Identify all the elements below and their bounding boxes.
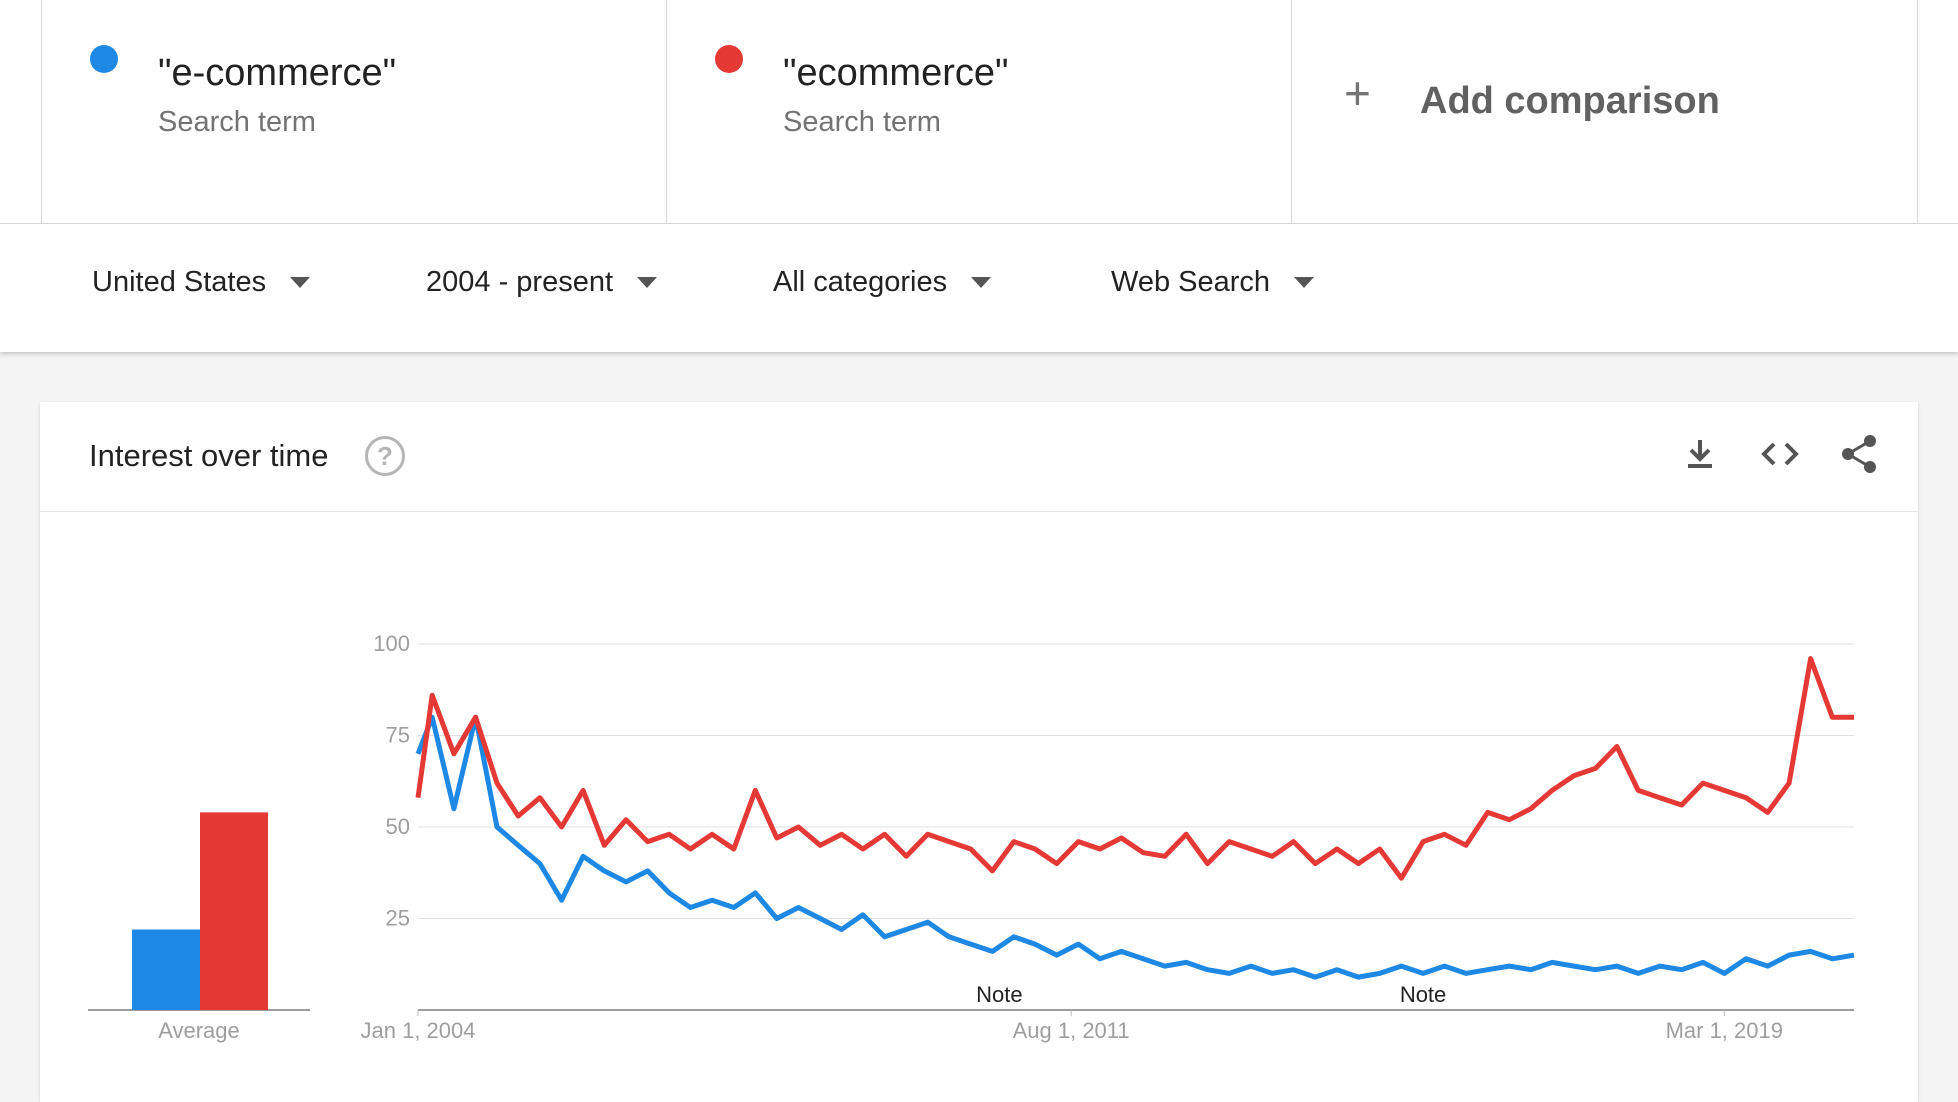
y-tick-label: 100	[373, 631, 410, 656]
chart-note-label: Note	[976, 982, 1022, 1007]
search-type-dropdown-label: Web Search	[1111, 266, 1271, 298]
series-line-ecommerce	[415, 656, 1854, 881]
time-range-dropdown-label: 2004 - present	[426, 266, 614, 298]
search-term-card-e-commerce[interactable]: "e-commerce" Search term	[41, 0, 666, 224]
card-title: Interest over time	[89, 438, 329, 473]
y-tick-label: 75	[386, 723, 410, 748]
share-icon[interactable]	[1838, 432, 1882, 476]
average-label: Average	[158, 1018, 240, 1043]
help-icon[interactable]: ?	[365, 436, 405, 476]
region-dropdown[interactable]: United States	[92, 266, 311, 299]
series-line-e-commerce	[415, 714, 1855, 980]
chart-note-label: Note	[1400, 982, 1446, 1007]
series-color-dot	[90, 45, 118, 73]
interest-chart: 25 50 75 100 Jan 1, 2004 Aug 1, 2011 Mar 1, 20…	[88, 631, 1855, 1043]
add-comparison-label: Add comparison	[1420, 80, 1720, 122]
search-term-name[interactable]: "ecommerce"	[783, 52, 1009, 94]
filter-bar: United States 2004 - present All categor…	[0, 224, 1958, 352]
x-tick-label: Jan 1, 2004	[361, 1018, 476, 1043]
average-bar-e-commerce	[132, 929, 200, 1010]
caret-down-icon	[290, 277, 311, 288]
series-color-dot	[715, 45, 743, 73]
search-term-label: Search term	[783, 106, 941, 138]
download-icon[interactable]	[1678, 432, 1722, 476]
average-bar-ecommerce	[200, 812, 268, 1010]
x-tick-label: Aug 1, 2011	[1013, 1018, 1130, 1043]
caret-down-icon	[971, 277, 992, 288]
search-term-label: Search term	[158, 106, 316, 138]
search-term-card-ecommerce[interactable]: "ecommerce" Search term	[666, 0, 1291, 224]
x-tick-label: Mar 1, 2019	[1666, 1018, 1783, 1043]
embed-code-icon[interactable]	[1758, 432, 1802, 476]
comparison-bar: "e-commerce" Search term "ecommerce" Sea…	[0, 0, 1958, 224]
search-type-dropdown[interactable]: Web Search	[1111, 266, 1315, 299]
y-tick-label: 50	[386, 814, 410, 839]
category-dropdown[interactable]: All categories	[773, 266, 992, 299]
caret-down-icon	[1294, 277, 1315, 288]
caret-down-icon	[637, 277, 658, 288]
y-tick-label: 25	[386, 906, 410, 931]
interest-over-time-card: Interest over time ? 25 50 75 100 Jan 1, 200…	[40, 402, 1918, 1102]
plus-icon: +	[1344, 67, 1371, 119]
region-dropdown-label: United States	[92, 266, 267, 298]
category-dropdown-label: All categories	[773, 266, 948, 298]
add-comparison-button[interactable]: + Add comparison	[1291, 0, 1918, 224]
card-header: Interest over time ?	[40, 402, 1918, 512]
search-term-name[interactable]: "e-commerce"	[158, 52, 397, 94]
time-range-dropdown[interactable]: 2004 - present	[426, 266, 658, 299]
